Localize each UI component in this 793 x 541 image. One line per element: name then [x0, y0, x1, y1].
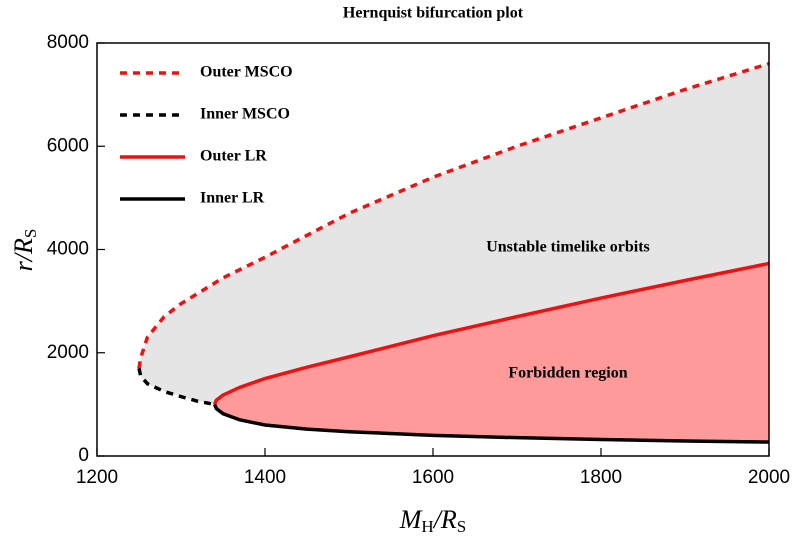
annotation: Unstable timelike orbits — [486, 239, 650, 256]
y-tick-label: 2000 — [47, 342, 89, 363]
y-tick-label: 4000 — [47, 239, 89, 260]
regions — [139, 63, 770, 443]
x-axis-label: MH/RS — [399, 505, 467, 536]
legend-label: Inner MSCO — [200, 106, 290, 123]
forbidden-region — [214, 263, 770, 443]
annotation: Forbidden region — [508, 365, 627, 382]
series-line — [137, 61, 770, 369]
legend-label: Outer MSCO — [200, 64, 293, 81]
y-tick-label: 0 — [78, 445, 89, 466]
x-tick-label: 1200 — [76, 467, 118, 488]
legend-label: Outer LR — [200, 148, 267, 165]
series-line — [212, 403, 770, 444]
plot — [137, 61, 770, 444]
unstable-region — [139, 63, 769, 405]
x-tick-label: 1600 — [412, 467, 454, 488]
x-tick-label: 1400 — [244, 467, 286, 488]
y-tick-label: 8000 — [47, 32, 89, 53]
x-tick-label: 2000 — [748, 467, 790, 488]
y-axis-label: r/RS — [9, 229, 40, 272]
legend-label: Inner LR — [200, 190, 265, 207]
y-tick-label: 6000 — [47, 135, 89, 156]
x-tick-label: 1800 — [580, 467, 622, 488]
chart-title: Hernquist bifurcation plot — [343, 5, 524, 22]
series-line — [212, 261, 770, 406]
series-line — [137, 367, 215, 407]
